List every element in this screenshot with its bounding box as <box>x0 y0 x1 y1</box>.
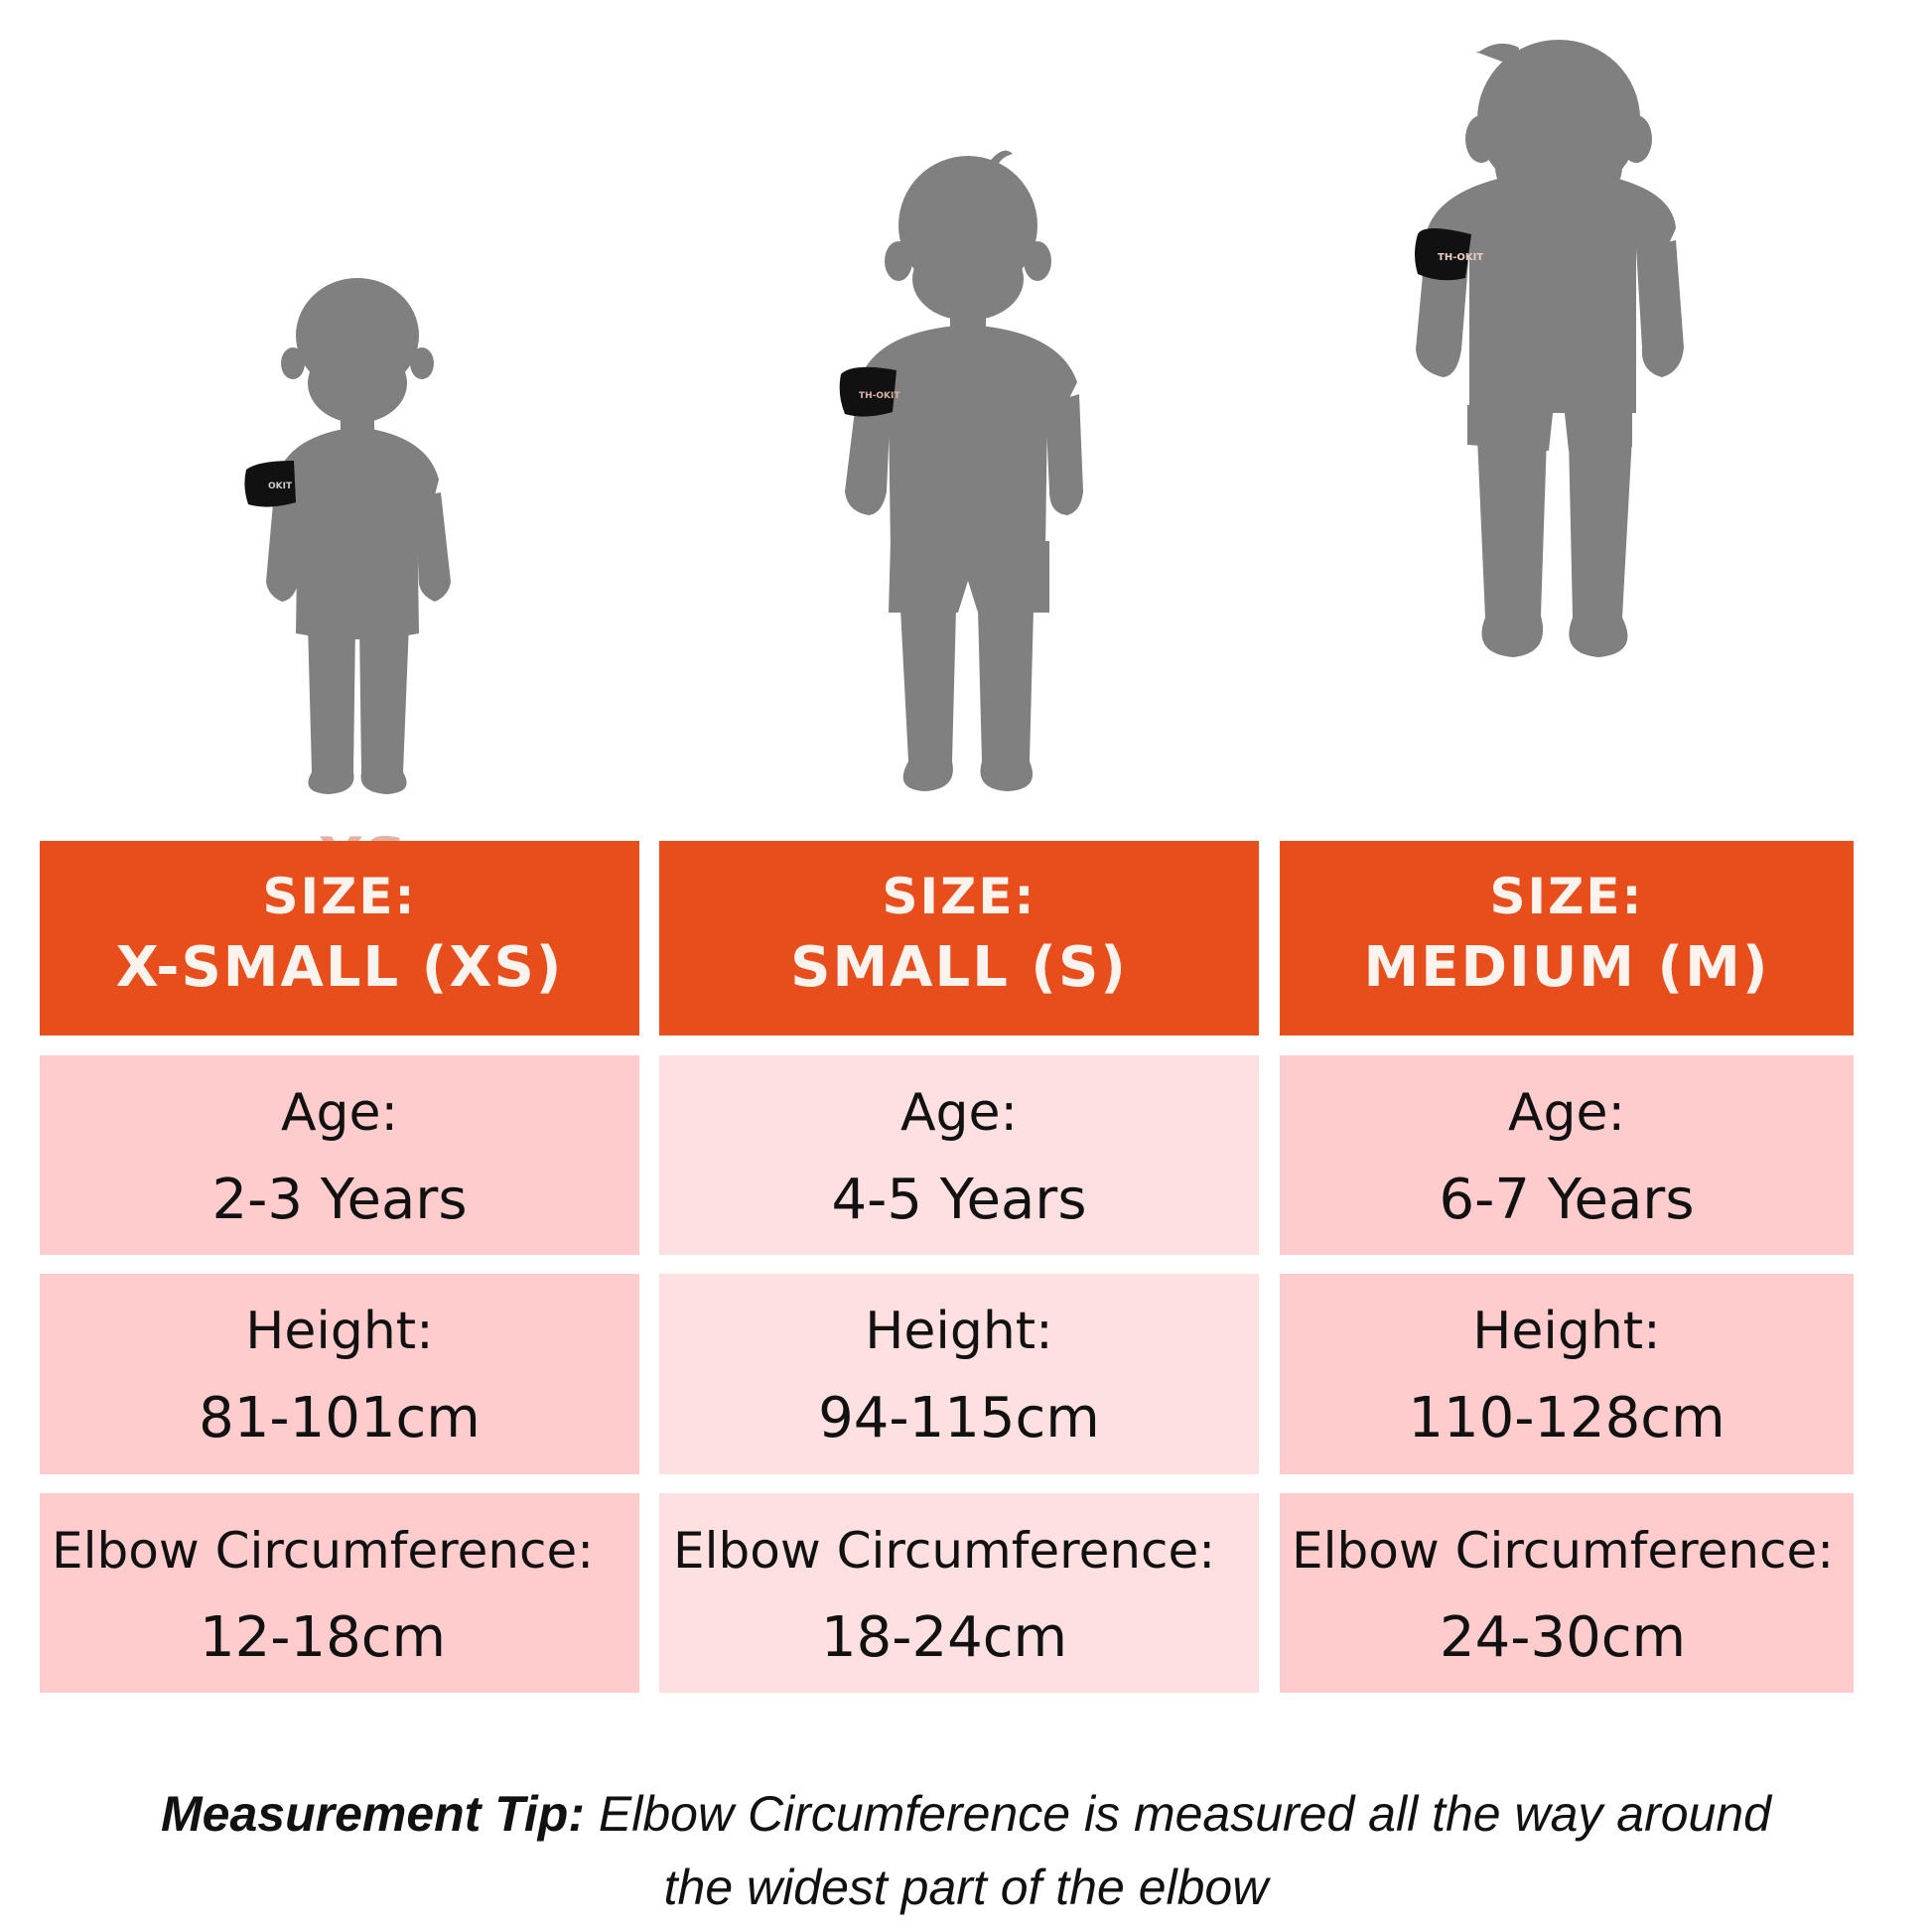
age-cell-s: Age: 4-5 Years <box>659 1055 1259 1255</box>
height-cell-s: Height: 94-115cm <box>659 1274 1259 1474</box>
svg-text:TH-OKIT: TH-OKIT <box>1438 252 1483 263</box>
size-header-label: SIZE: <box>262 868 417 925</box>
age-value: 2-3 Years <box>211 1167 468 1232</box>
tip-label: Measurement Tip: <box>161 1786 585 1842</box>
tip-line-2: the widest part of the elbow <box>663 1860 1269 1915</box>
age-cell-xs: Age: 2-3 Years <box>40 1055 639 1255</box>
elbow-label: Elbow Circumference: <box>52 1521 595 1580</box>
height-cell-xs: Height: 81-101cm <box>40 1274 639 1474</box>
measurement-tip: Measurement Tip: Elbow Circumference is … <box>0 1777 1932 1924</box>
child-figure-m: TH-OKIT <box>1410 30 1718 819</box>
child-silhouette-icon: OKIT <box>244 278 451 794</box>
height-value: 81-101cm <box>199 1386 481 1450</box>
size-header-label: SIZE: <box>882 868 1036 925</box>
height-value: 94-115cm <box>818 1386 1100 1450</box>
size-header-s: SIZE: SMALL (S) <box>659 841 1259 1035</box>
child-silhouette-icon: TH-OKIT <box>1415 40 1684 657</box>
size-header-xs: SIZE: X-SMALL (XS) <box>40 841 639 1035</box>
tip-line-1: Measurement Tip: Elbow Circumference is … <box>0 1777 1932 1851</box>
size-header-value: SMALL (S) <box>790 935 1128 1000</box>
size-header-m: SIZE: MEDIUM (M) <box>1280 841 1854 1035</box>
armband-icon: OKIT <box>244 461 296 507</box>
size-header-label: SIZE: <box>1489 868 1644 925</box>
height-label: Height: <box>1472 1302 1661 1361</box>
age-label: Age: <box>1507 1082 1626 1143</box>
height-cell-m: Height: 110-128cm <box>1280 1274 1854 1474</box>
armband-icon: TH-OKIT <box>1415 228 1483 281</box>
elbow-value: 24-30cm <box>1440 1604 1687 1670</box>
height-value: 110-128cm <box>1408 1386 1725 1450</box>
elbow-cell-m: Elbow Circumference: 24-30cm <box>1280 1493 1854 1693</box>
elbow-cell-xs: Elbow Circumference: 12-18cm <box>40 1493 639 1693</box>
age-value: 6-7 Years <box>1439 1167 1695 1232</box>
age-label: Age: <box>899 1082 1019 1143</box>
size-header-value: MEDIUM (M) <box>1363 935 1770 1000</box>
height-label: Height: <box>865 1302 1053 1361</box>
svg-text:OKIT: OKIT <box>268 482 293 491</box>
tip-text: Elbow Circumference is measured all the … <box>598 1786 1771 1842</box>
child-silhouette-icon: TH-OKIT <box>839 150 1083 791</box>
elbow-value: 18-24cm <box>821 1604 1068 1670</box>
age-value: 4-5 Years <box>831 1167 1087 1232</box>
height-label: Height: <box>245 1302 434 1361</box>
elbow-label: Elbow Circumference: <box>1292 1521 1835 1580</box>
child-figure-xs: OKIT <box>238 276 462 802</box>
child-figure-s: TH-OKIT <box>829 144 1092 814</box>
armband-icon: TH-OKIT <box>839 366 900 417</box>
size-header-value: X-SMALL (XS) <box>115 935 564 1000</box>
age-label: Age: <box>280 1082 399 1143</box>
svg-text:TH-OKIT: TH-OKIT <box>859 391 900 401</box>
elbow-value: 12-18cm <box>200 1604 447 1670</box>
age-cell-m: Age: 6-7 Years <box>1280 1055 1854 1255</box>
elbow-cell-s: Elbow Circumference: 18-24cm <box>659 1493 1259 1693</box>
elbow-label: Elbow Circumference: <box>673 1521 1216 1580</box>
